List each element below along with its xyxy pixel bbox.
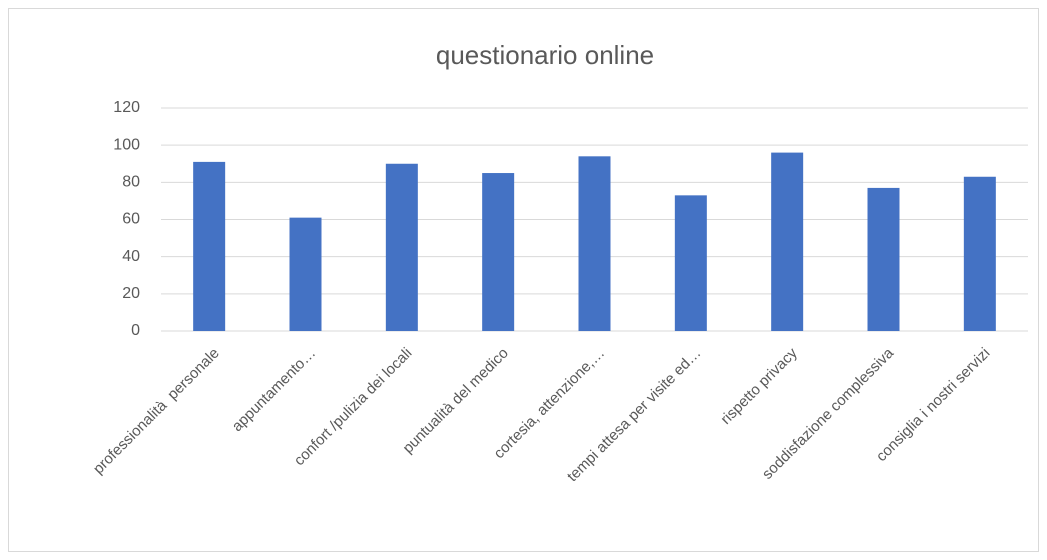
chart-title: questionario online — [436, 40, 654, 70]
bar — [482, 173, 515, 331]
bar — [578, 156, 611, 331]
bar — [963, 176, 996, 331]
y-tick-label: 120 — [113, 99, 140, 116]
bar — [674, 195, 707, 331]
y-tick-label: 40 — [122, 248, 140, 265]
bar — [771, 152, 804, 331]
bar — [193, 161, 226, 331]
y-tick-label: 80 — [122, 174, 140, 191]
bar — [289, 217, 322, 331]
y-tick-label: 0 — [131, 322, 140, 339]
chart-frame — [8, 8, 1039, 552]
y-tick-label: 100 — [113, 136, 140, 153]
bar — [867, 187, 900, 331]
bar — [385, 163, 418, 331]
y-tick-label: 20 — [122, 285, 140, 302]
y-tick-label: 60 — [122, 211, 140, 228]
